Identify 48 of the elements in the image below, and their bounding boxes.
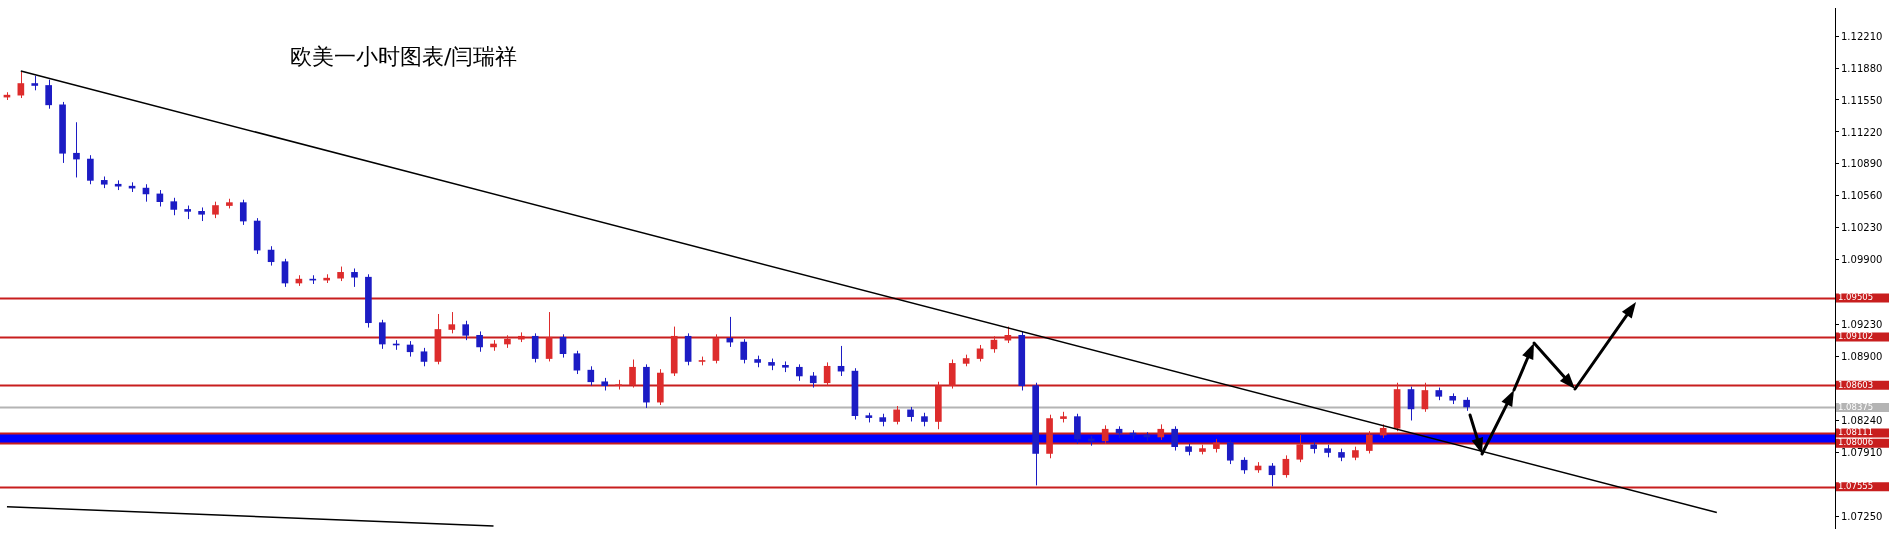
ref-line-label: 1.08006: [1838, 437, 1874, 448]
candlestick: [378, 319, 386, 350]
ref-line-label: 1.07555: [1838, 481, 1874, 492]
y-tick-label: 1.10890: [1841, 158, 1883, 170]
y-tick-label: 1.11880: [1841, 62, 1883, 74]
candlestick: [1226, 439, 1234, 465]
candlestick: [45, 79, 52, 110]
candlestick: [712, 333, 720, 364]
candlestick: [239, 199, 247, 226]
candlestick: [1074, 413, 1081, 445]
candlestick: [420, 347, 428, 367]
text: 欧美一小时图表/闫瑞祥: [290, 43, 518, 71]
y-tick-label: 1.08900: [1841, 351, 1883, 363]
y-tick-label: 1.11220: [1841, 126, 1883, 138]
candlestick: [893, 405, 900, 425]
ref-line-label: 1.09102: [1838, 331, 1874, 342]
candlestick: [73, 121, 80, 178]
ref-line-label: 1.08111: [1838, 427, 1874, 438]
candlestick: [1421, 382, 1429, 413]
y-tick-label: 1.09900: [1841, 254, 1883, 266]
ref-line-label: 1.08375: [1838, 401, 1874, 412]
candlestick: [462, 320, 470, 341]
candlestick: [1101, 424, 1109, 445]
y-tick-label: 1.10230: [1841, 222, 1883, 234]
y-tick-label: 1.11550: [1841, 94, 1883, 106]
y-tick-label: 1.12210: [1841, 30, 1883, 42]
ref-line-label: 1.08603: [1838, 379, 1874, 390]
y-tick-label: 1.09230: [1841, 319, 1883, 331]
candlestick: [1171, 425, 1179, 452]
candlestick: [587, 365, 595, 387]
candlestick: [948, 359, 956, 390]
candlestick: [740, 338, 748, 364]
candlestick: [87, 154, 94, 185]
candlestick: [629, 359, 636, 389]
y-tick-label: 1.07910: [1841, 447, 1883, 459]
candlestick: [531, 332, 539, 363]
candlestick: [476, 330, 483, 353]
y-tick-label: 1.10560: [1841, 190, 1883, 202]
candlestick: [281, 258, 289, 288]
y-tick-label: 1.08240: [1841, 415, 1883, 427]
candlestick: [545, 311, 553, 362]
y-tick-label: 1.07250: [1841, 510, 1883, 522]
candlestick: [1365, 430, 1373, 454]
ref-line-label: 1.09505: [1838, 292, 1874, 303]
candlestick: [351, 267, 358, 288]
candlestick: [1296, 434, 1304, 463]
candlestick: [448, 311, 456, 334]
candlestick: [1407, 386, 1415, 422]
